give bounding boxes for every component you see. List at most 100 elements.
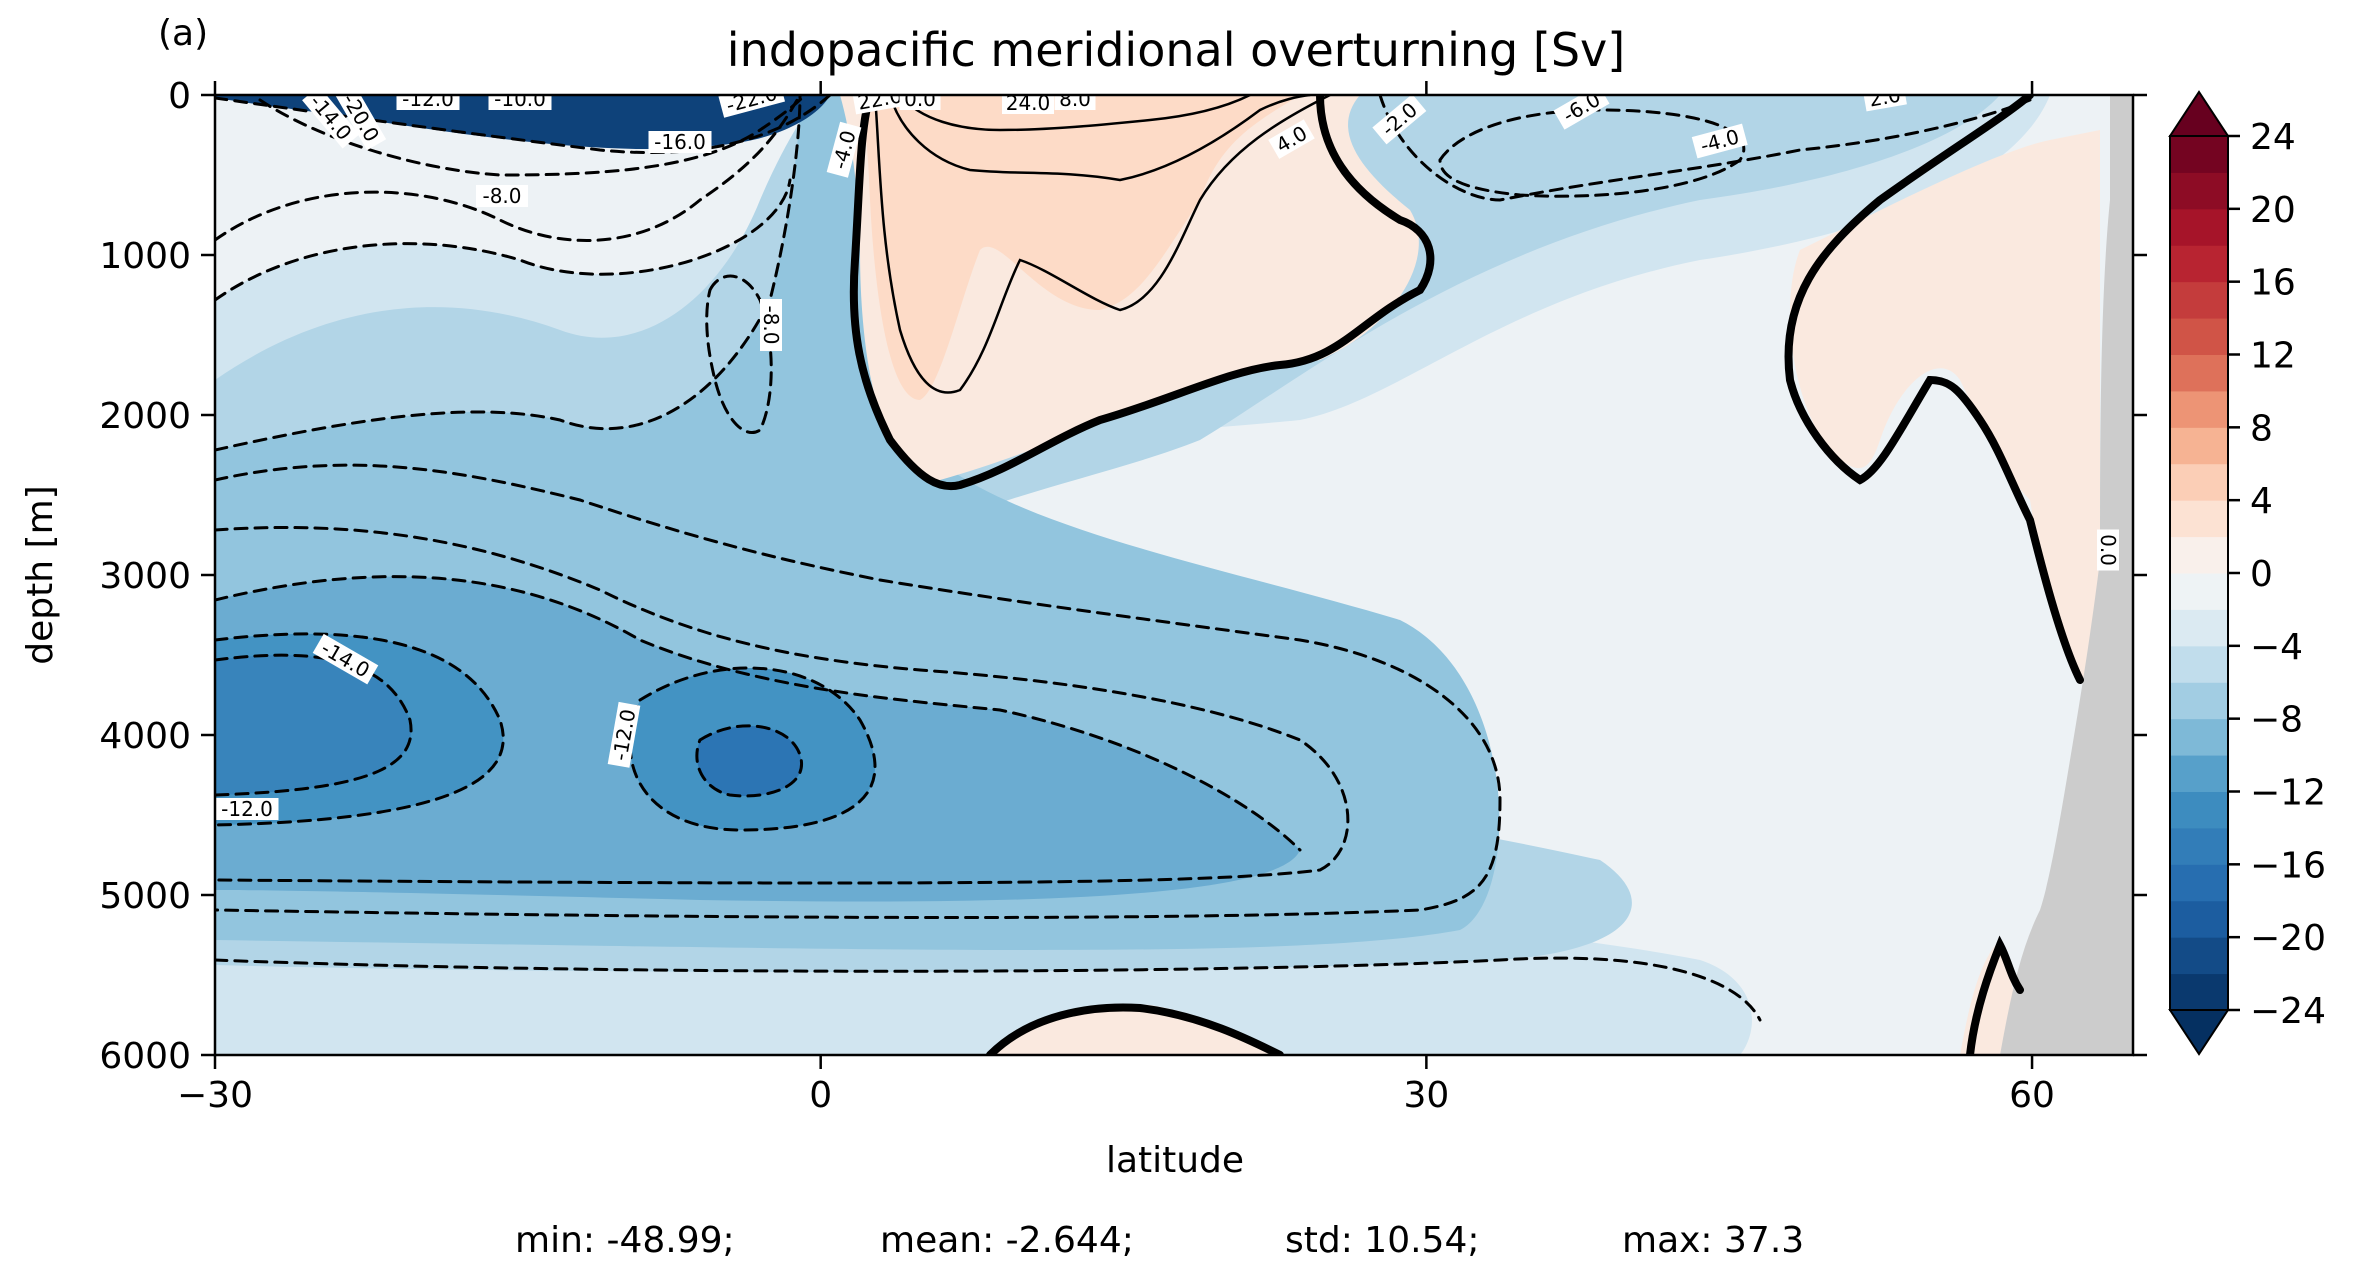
plot-area: -12.0 -10.0-14.0-20.0 -22.0-16.0-8.0-4.022… bbox=[215, 82, 2133, 1055]
svg-text:12: 12 bbox=[2250, 336, 2296, 377]
colorbar-band bbox=[2170, 718, 2228, 756]
colorbar-band bbox=[2170, 791, 2228, 829]
neg-contour-bottom bbox=[215, 956, 1762, 1022]
neg-contour-deep1 bbox=[215, 463, 1502, 919]
colorbar-band bbox=[2170, 245, 2228, 283]
contour-label: -12.0 bbox=[396, 95, 460, 111]
contour-labels: -12.0 -10.0-14.0-20.0 -22.0-16.0-8.0-4.022… bbox=[215, 82, 2120, 821]
stats-line: min: -48.99; mean: -2.644; std: 10.54; m… bbox=[515, 1220, 1804, 1261]
zero-contour-4 bbox=[1966, 935, 2024, 1055]
colorbar-tick: 4 bbox=[2228, 481, 2273, 522]
filled-band-minus14 bbox=[215, 655, 412, 795]
colorbar-tick: −12 bbox=[2228, 773, 2326, 814]
y-axis-label: depth [m] bbox=[20, 485, 61, 664]
contour-label: 0.0 bbox=[2096, 529, 2120, 571]
zero-contour-2 bbox=[1784, 95, 2084, 684]
contour-label: -12.0 bbox=[215, 797, 279, 821]
svg-text:0: 0 bbox=[809, 1075, 832, 1116]
y-axis: 0 1000 2000 3000 4000 5000 6000 bbox=[99, 76, 2147, 1077]
contour-label: 2.0 bbox=[1862, 82, 1907, 112]
colorbar-band bbox=[2170, 136, 2228, 173]
svg-text:0: 0 bbox=[2250, 554, 2273, 595]
neg-contour-deep2 bbox=[215, 526, 1350, 885]
colorbar-band bbox=[2170, 208, 2228, 246]
neg-contour-deep7 bbox=[695, 724, 804, 798]
stat-std: std: 10.54; bbox=[1285, 1220, 1479, 1261]
colorbar-tick: −16 bbox=[2228, 845, 2326, 886]
neg-contour-2b bbox=[1378, 95, 2032, 202]
neg-contour-deep3 bbox=[215, 575, 1302, 852]
svg-text:6000: 6000 bbox=[99, 1036, 191, 1077]
filled-band-minus16 bbox=[696, 725, 802, 796]
pos-contour-8 bbox=[898, 95, 1252, 132]
x-tick: −30 bbox=[177, 81, 253, 1116]
y-tick: 3000 bbox=[99, 556, 2147, 597]
svg-text:−24: −24 bbox=[2250, 991, 2326, 1032]
colorbar-extend-bottom bbox=[2168, 1009, 2230, 1056]
neg-contour-deep4 bbox=[215, 632, 505, 827]
colorbar-band bbox=[2170, 973, 2228, 1011]
svg-text:2000: 2000 bbox=[99, 396, 191, 437]
neg-contour-surface2 bbox=[258, 95, 807, 177]
colorbar-tick: 8 bbox=[2228, 408, 2273, 449]
y-tick: 2000 bbox=[99, 396, 2147, 437]
colorbar-band bbox=[2170, 500, 2228, 538]
svg-text:60: 60 bbox=[2009, 1075, 2055, 1116]
x-axis: −30 0 30 60 bbox=[177, 81, 2055, 1116]
colorbar-band bbox=[2170, 682, 2228, 720]
y-tick: 0 bbox=[168, 76, 2147, 117]
contour-lines bbox=[215, 95, 2084, 1055]
neg-contour-deep5 bbox=[215, 653, 413, 797]
svg-text:20: 20 bbox=[2250, 190, 2296, 231]
svg-text:4: 4 bbox=[2250, 481, 2273, 522]
svg-text:-12.0: -12.0 bbox=[221, 797, 273, 821]
svg-text:-8.0: -8.0 bbox=[482, 184, 521, 208]
colorbar-tick: 12 bbox=[2228, 336, 2296, 377]
colorbar-band bbox=[2170, 937, 2228, 975]
chart-title: indopacific meridional overturning [Sv] bbox=[727, 23, 1625, 77]
colorbar: 24 20 16 12 8 4 0 −4 −8 −12 −16 −20 −24 bbox=[2168, 90, 2326, 1056]
stat-mean: mean: -2.644; bbox=[880, 1220, 1134, 1261]
svg-text:0.0: 0.0 bbox=[2096, 534, 2120, 566]
panel-label: (a) bbox=[158, 13, 208, 54]
svg-text:−16: −16 bbox=[2250, 845, 2326, 886]
svg-text:2.0: 2.0 bbox=[1867, 82, 1902, 111]
land-mask bbox=[2000, 95, 2133, 1055]
colorbar-band bbox=[2170, 864, 2228, 902]
svg-text:-8.0: -8.0 bbox=[759, 305, 783, 344]
svg-text:0: 0 bbox=[168, 76, 191, 117]
contour-label: -16.0 bbox=[648, 130, 712, 154]
contour-label: 8.0 bbox=[1054, 95, 1096, 111]
svg-text:−30: −30 bbox=[177, 1075, 253, 1116]
svg-text:16: 16 bbox=[2250, 263, 2296, 304]
svg-text:-16.0: -16.0 bbox=[654, 130, 706, 154]
colorbar-extend-top bbox=[2168, 90, 2230, 137]
colorbar-tick: −4 bbox=[2228, 627, 2303, 668]
x-tick: 30 bbox=[1403, 81, 1449, 1116]
zero-contour-1 bbox=[849, 95, 1435, 491]
svg-text:3000: 3000 bbox=[99, 556, 191, 597]
x-tick: 60 bbox=[2009, 81, 2055, 1116]
y-tick: 6000 bbox=[99, 1036, 2147, 1077]
svg-text:1000: 1000 bbox=[99, 236, 191, 277]
y-tick: 4000 bbox=[99, 716, 2147, 757]
contour-label: 24.0 bbox=[1002, 95, 1054, 115]
contour-label: -8.0 bbox=[759, 299, 783, 351]
x-tick: 0 bbox=[809, 81, 832, 1116]
colorbar-band bbox=[2170, 390, 2228, 428]
colorbar-band bbox=[2170, 645, 2228, 683]
neg-contour-2 bbox=[215, 95, 802, 242]
colorbar-band bbox=[2170, 463, 2228, 501]
svg-text:5000: 5000 bbox=[99, 876, 191, 917]
colorbar-band bbox=[2170, 609, 2228, 647]
colorbar-band bbox=[2170, 318, 2228, 355]
colorbar-band bbox=[2170, 281, 2228, 319]
colorbar-band bbox=[2170, 900, 2228, 938]
y-tick: 1000 bbox=[99, 236, 2147, 277]
colorbar-tick: −8 bbox=[2228, 700, 2303, 741]
svg-text:-10.0: -10.0 bbox=[494, 87, 546, 111]
neg-contour-surface bbox=[215, 95, 832, 154]
contour-label: -8.0 bbox=[476, 184, 528, 208]
stat-max: max: 37.3 bbox=[1622, 1220, 1804, 1261]
